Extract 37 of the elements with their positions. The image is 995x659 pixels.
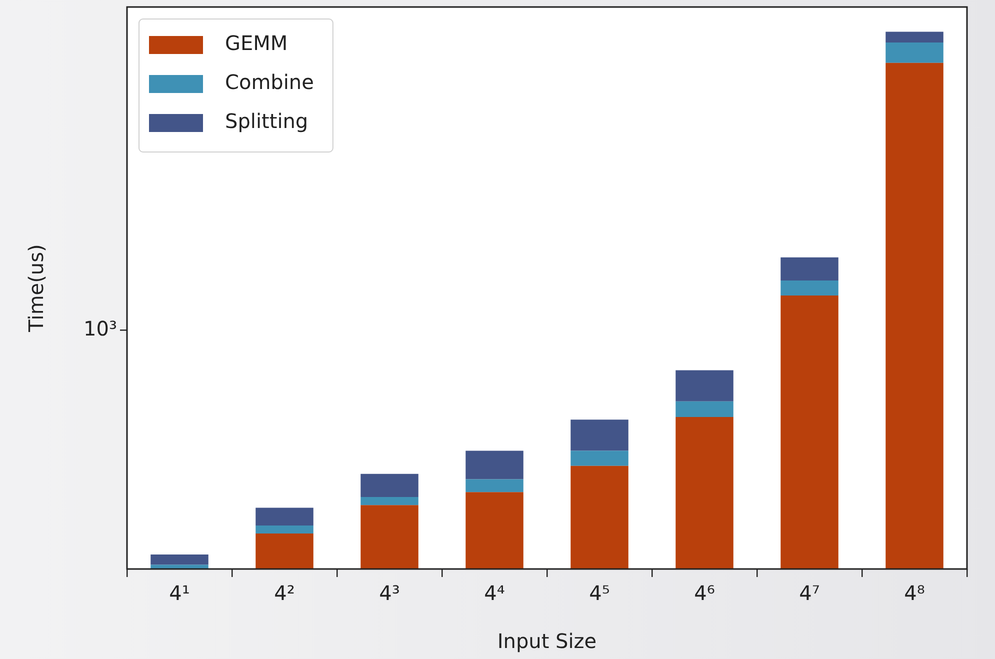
bar — [256, 534, 314, 569]
x-tick-label: 4¹ — [169, 581, 190, 606]
bar — [676, 401, 734, 417]
bar — [360, 497, 418, 506]
bar — [676, 416, 734, 569]
x-tick-label: 4⁶ — [694, 581, 715, 606]
bar — [256, 525, 314, 534]
bar — [886, 62, 944, 569]
bar — [886, 32, 944, 42]
x-tick-label: 4⁴ — [484, 581, 505, 606]
bar — [676, 370, 734, 402]
bar — [570, 420, 628, 451]
x-tick-label: 4³ — [379, 581, 400, 606]
x-tick-label: 4⁵ — [589, 581, 610, 606]
bar — [570, 450, 628, 466]
legend-label: Splitting — [225, 109, 308, 134]
x-tick-label: 4² — [274, 581, 295, 606]
bar — [886, 42, 944, 63]
y-axis-title: Time(us) — [24, 244, 48, 333]
bar — [780, 257, 838, 280]
bar — [360, 505, 418, 569]
legend-label: GEMM — [225, 31, 288, 56]
legend-label: Combine — [225, 70, 314, 94]
bar — [466, 479, 524, 492]
x-tick-label: 4⁷ — [799, 581, 820, 606]
x-axis-title: Input Size — [497, 629, 597, 654]
bar — [466, 492, 524, 569]
bar — [150, 564, 208, 569]
bar — [780, 296, 838, 569]
bar — [780, 280, 838, 296]
x-tick-label: 4⁸ — [904, 581, 925, 606]
bar — [570, 466, 628, 569]
bar — [150, 554, 208, 565]
bar — [256, 508, 314, 526]
text: 10³ — [84, 316, 117, 340]
bar — [360, 474, 418, 498]
bar — [466, 450, 524, 480]
